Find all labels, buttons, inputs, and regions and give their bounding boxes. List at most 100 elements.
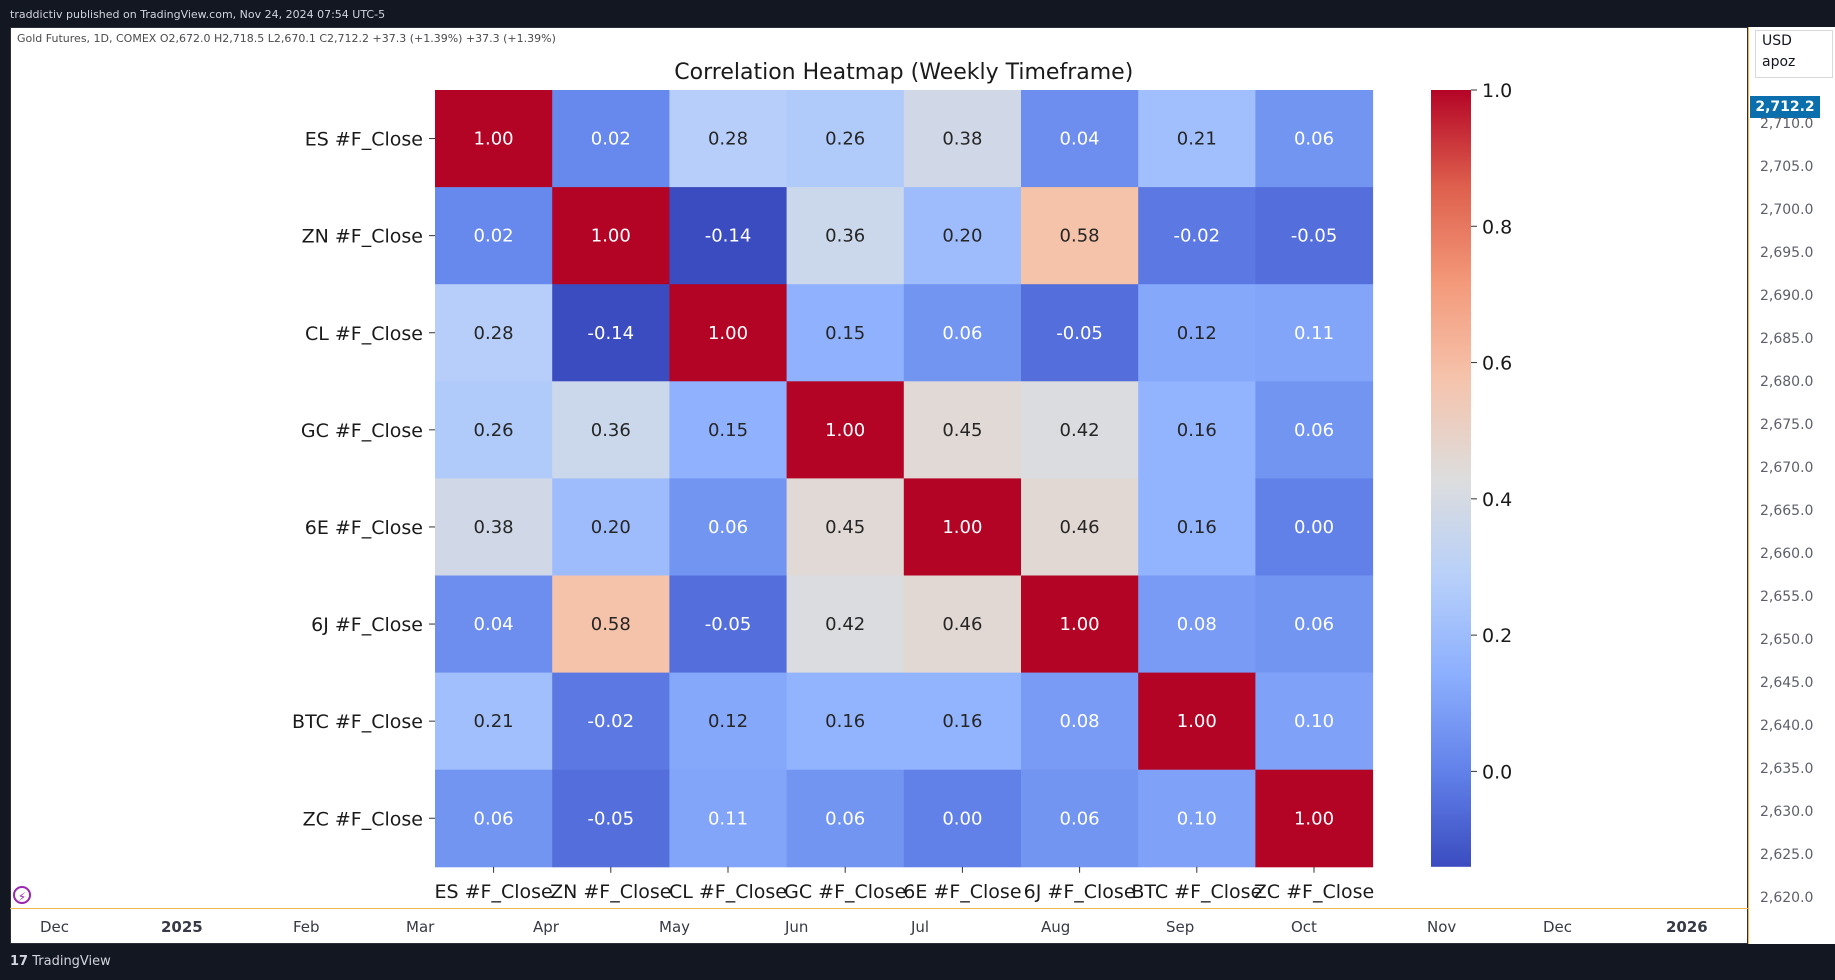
row-label: GC #F_Close — [301, 420, 423, 442]
heatmap-cell — [669, 672, 788, 771]
heatmap-cell — [786, 769, 905, 868]
cell-value-label: 0.26 — [825, 129, 865, 150]
heatmap-cell — [669, 284, 788, 382]
heatmap-cell — [552, 478, 670, 576]
time-axis-label: Feb — [293, 918, 320, 936]
heatmap-cell — [1138, 284, 1256, 382]
heatmap-cell — [435, 284, 553, 382]
cell-value-label: 0.42 — [825, 614, 865, 635]
cell-value-label: 0.04 — [474, 614, 514, 635]
price-tick-label: 2,620.0 — [1760, 890, 1814, 906]
col-label: BTC #F_Close — [1131, 881, 1262, 903]
row-label: 6E #F_Close — [305, 517, 423, 539]
heatmap-cell — [786, 187, 905, 285]
price-tick-label: 2,635.0 — [1760, 761, 1814, 777]
time-axis-label: 2026 — [1666, 918, 1708, 936]
time-axis-label: May — [659, 918, 691, 936]
heatmap-cell — [1138, 769, 1256, 868]
cell-value-label: 0.02 — [591, 129, 631, 150]
cell-value-label: 0.26 — [474, 420, 514, 441]
heatmap-cell — [1138, 575, 1256, 674]
price-tick-label: 2,685.0 — [1760, 331, 1814, 347]
cell-value-label: 0.28 — [708, 129, 748, 150]
price-tick-label: 2,630.0 — [1760, 804, 1814, 820]
time-axis[interactable] — [10, 908, 1748, 945]
heatmap-cell — [1255, 284, 1374, 382]
col-label: 6E #F_Close — [903, 881, 1021, 903]
heatmap-cell — [669, 478, 788, 576]
price-tick-label: 2,640.0 — [1760, 718, 1814, 734]
cell-value-label: -0.14 — [705, 226, 752, 247]
heatmap-cell — [903, 478, 1022, 576]
cell-value-label: -0.05 — [1291, 226, 1338, 247]
price-tick-label: 2,700.0 — [1760, 202, 1814, 218]
heatmap-cell — [669, 90, 788, 188]
heatmap-cell — [1255, 187, 1374, 285]
brand-label: TradingView — [32, 954, 111, 969]
heatmap-cell — [1021, 672, 1139, 771]
time-axis-label: Dec — [1543, 918, 1573, 936]
time-axis-label: Aug — [1041, 918, 1071, 936]
heatmap-cell — [1021, 381, 1139, 479]
col-label: GC #F_Close — [784, 881, 906, 903]
heatmap-cell — [669, 381, 788, 479]
heatmap-cell — [903, 284, 1022, 382]
cell-value-label: 0.10 — [1177, 808, 1217, 829]
cell-value-label: 1.00 — [1177, 711, 1217, 732]
cell-value-label: 1.00 — [825, 420, 865, 441]
cell-value-label: 0.06 — [708, 517, 748, 538]
cell-value-label: 0.06 — [1294, 129, 1334, 150]
cell-value-label: 0.42 — [1060, 420, 1100, 441]
colorbar-tick-label: 0.6 — [1482, 353, 1512, 375]
cell-value-label: 0.16 — [1177, 420, 1217, 441]
time-axis-label: Apr — [533, 918, 559, 936]
heatmap-cell — [1021, 575, 1139, 674]
cell-value-label: 0.15 — [825, 323, 865, 344]
scale-label: apoz — [1762, 54, 1796, 70]
heatmap-cell — [435, 187, 553, 285]
heatmap-cell — [669, 575, 788, 674]
cell-value-label: 0.45 — [825, 517, 865, 538]
price-tick-label: 2,670.0 — [1760, 460, 1814, 476]
cell-value-label: 0.11 — [1294, 323, 1334, 344]
cell-value-label: 1.00 — [1294, 808, 1334, 829]
heatmap-cell — [1138, 187, 1256, 285]
time-axis-label: 2025 — [161, 918, 203, 936]
heatmap-cell — [1021, 769, 1139, 868]
tradingview-logo-icon[interactable]: 𝟭𝟳 — [10, 954, 29, 969]
heatmap-cell — [435, 769, 553, 868]
heatmap-cell — [903, 769, 1022, 868]
cell-value-label: 0.00 — [1294, 517, 1334, 538]
heatmap-cell — [552, 90, 670, 188]
lightning-icon[interactable]: ⚡ — [13, 886, 31, 904]
heatmap-cell — [435, 575, 553, 674]
cell-value-label: 0.08 — [1060, 711, 1100, 732]
cell-value-label: 1.00 — [942, 517, 982, 538]
cell-value-label: 0.36 — [825, 226, 865, 247]
currency-box[interactable]: USD apoz — [1755, 30, 1833, 78]
cell-value-label: 0.15 — [708, 420, 748, 441]
symbol-info: Gold Futures, 1D, COMEX O2,672.0 H2,718.… — [17, 32, 556, 45]
cell-value-label: 0.38 — [942, 129, 982, 150]
cell-value-label: 1.00 — [708, 323, 748, 344]
colorbar-tick-label: 0.2 — [1482, 625, 1512, 647]
col-label: 6J #F_Close — [1024, 881, 1136, 903]
cell-value-label: 0.20 — [591, 517, 631, 538]
price-scale[interactable] — [1748, 27, 1835, 944]
last-price-badge: 2,712.2 — [1750, 96, 1820, 118]
time-axis-label: Mar — [406, 918, 435, 936]
price-tick-label: 2,705.0 — [1760, 159, 1814, 175]
bottom-bar: 𝟭𝟳 TradingView — [0, 944, 1835, 979]
price-tick-label: 2,695.0 — [1760, 245, 1814, 261]
cell-value-label: -0.02 — [588, 711, 635, 732]
heatmap-cell — [1255, 769, 1374, 868]
cell-value-label: 0.06 — [1060, 808, 1100, 829]
heatmap-cell — [435, 478, 553, 576]
heatmap-cell — [786, 284, 905, 382]
cell-value-label: 0.46 — [942, 614, 982, 635]
heatmap-cell — [669, 187, 788, 285]
cell-value-label: 0.06 — [942, 323, 982, 344]
cell-value-label: 0.58 — [591, 614, 631, 635]
heatmap-cell — [786, 478, 905, 576]
